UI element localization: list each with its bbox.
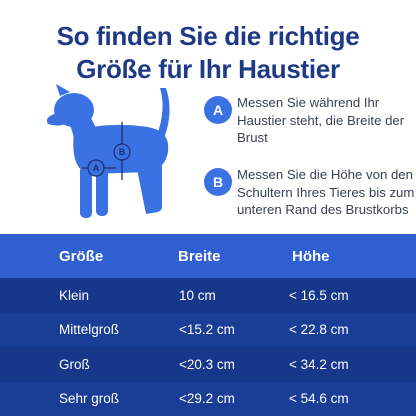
- table-row: Klein 10 cm < 16.5 cm: [0, 278, 416, 313]
- title-line-1: So finden Sie die richtige: [56, 21, 360, 51]
- cell-height: < 16.5 cm: [289, 287, 349, 303]
- table-row: Groß <20.3 cm < 34.2 cm: [0, 347, 416, 382]
- title-line-2: Größe für Ihr Haustier: [76, 54, 340, 84]
- cell-height: < 34.2 cm: [289, 356, 349, 372]
- dog-measurement-illustration: A B: [46, 84, 170, 218]
- cell-width: <15.2 cm: [179, 322, 235, 338]
- cell-height: < 54.6 cm: [289, 391, 349, 407]
- badge-a: A: [204, 96, 232, 124]
- table-row: Sehr groß <29.2 cm < 54.6 cm: [0, 381, 416, 416]
- cell-size: Sehr groß: [59, 391, 120, 407]
- instruction-b-text: Messen Sie die Höhe von den Schultern Ih…: [237, 167, 415, 217]
- dog-label-a: A: [93, 163, 100, 173]
- size-table: Größe Breite Höhe Klein 10 cm < 16.5 cm …: [0, 234, 416, 416]
- table-row: Mittelgroß <15.2 cm < 22.8 cm: [0, 312, 416, 347]
- cell-width: 10 cm: [179, 287, 216, 303]
- dog-label-b: B: [119, 147, 126, 157]
- header-height: Höhe: [292, 247, 330, 265]
- cell-size: Klein: [59, 287, 90, 303]
- header-width: Breite: [178, 247, 221, 265]
- table-header: Größe Breite Höhe: [0, 234, 416, 278]
- badge-b: B: [204, 168, 232, 196]
- header-size: Größe: [59, 247, 104, 265]
- cell-size: Mittelgroß: [59, 322, 120, 338]
- cell-width: <20.3 cm: [179, 356, 235, 372]
- cell-height: < 22.8 cm: [289, 322, 349, 338]
- page-title: So finden Sie die richtige Größe für Ihr…: [0, 20, 416, 86]
- cell-width: <29.2 cm: [179, 391, 235, 407]
- cell-size: Groß: [59, 356, 90, 372]
- instruction-a-text: Messen Sie während Ihr Haustier steht, d…: [237, 95, 405, 145]
